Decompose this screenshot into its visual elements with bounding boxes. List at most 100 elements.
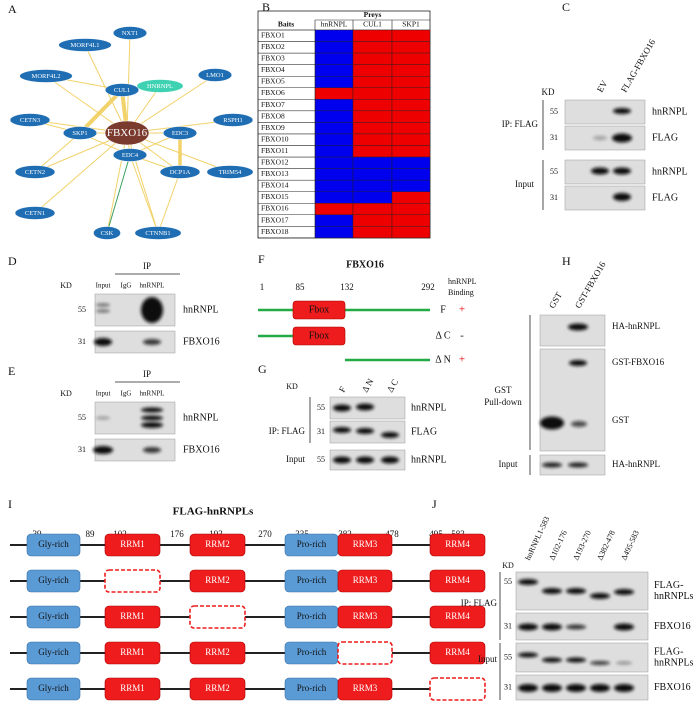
band <box>614 684 634 692</box>
network-node <box>93 226 121 240</box>
table-cell <box>314 203 354 216</box>
construct-label: F <box>440 304 446 315</box>
label: FLAG <box>411 426 437 437</box>
table-cell <box>314 191 354 204</box>
row-label: FBXO7 <box>261 100 285 109</box>
label: 31 <box>504 621 512 630</box>
label: 31 <box>78 445 86 454</box>
table-cell <box>352 99 393 112</box>
band <box>141 297 163 323</box>
lane-label: hnRNPL1-583 <box>523 515 551 562</box>
band <box>333 404 351 412</box>
panel-letter: C <box>562 0 570 14</box>
row-label: FBXO10 <box>261 134 289 143</box>
row-label: FBXO11 <box>261 146 288 155</box>
label: hnRNPL <box>448 277 477 286</box>
network-node <box>136 79 184 93</box>
domain-label: Gly-rich <box>38 683 69 693</box>
label: Binding <box>448 288 474 297</box>
domain-label: RRM2 <box>205 575 230 585</box>
column-header: hnRNPL <box>321 20 348 29</box>
label: 85 <box>296 282 306 292</box>
node-label: RSPH1 <box>223 117 243 124</box>
table-cell <box>314 110 354 123</box>
label: GST <box>612 415 630 425</box>
node-label: TRIM54 <box>219 169 243 176</box>
row-label: FBXO3 <box>261 54 285 63</box>
network-node <box>212 113 254 127</box>
domain-box <box>104 677 161 701</box>
label: 55 <box>504 577 512 586</box>
label: FBXO16 <box>654 682 691 693</box>
band <box>518 652 538 658</box>
table-cell <box>391 133 431 146</box>
label: 89 <box>86 529 96 539</box>
lane-label: Δ193-270 <box>571 529 593 562</box>
band <box>542 623 562 631</box>
table-cell <box>314 214 354 227</box>
table-cell <box>391 179 431 192</box>
network-node <box>162 126 198 140</box>
row-label: FBXO13 <box>261 169 289 178</box>
domain-label: Pro-rich <box>297 683 327 693</box>
row-label: FBXO6 <box>261 88 285 97</box>
band <box>593 136 607 140</box>
construct-label: Δ N <box>435 354 451 365</box>
row-label: FBXO17 <box>261 215 289 224</box>
label: IP <box>143 261 151 271</box>
table-cell <box>314 122 354 135</box>
network-node <box>19 69 73 83</box>
table-cell <box>352 87 393 100</box>
label: 55 <box>78 305 86 314</box>
label: 478 <box>385 529 399 539</box>
table-cell <box>314 99 354 112</box>
lane-label: hnRNPL <box>140 282 165 290</box>
network-node <box>14 206 56 220</box>
domain-box <box>26 569 81 593</box>
table-cell <box>314 133 354 146</box>
network-edge <box>157 171 181 234</box>
domain-label: RRM4 <box>445 575 470 585</box>
table-cell <box>352 52 393 65</box>
panel-title: FBXO16 <box>346 259 384 270</box>
domain-label: RRM3 <box>353 611 378 621</box>
domain-label: RRM2 <box>205 539 230 549</box>
label: hnRNPL <box>652 166 688 177</box>
domain-label: RRM3 <box>353 539 378 549</box>
network-edge <box>126 74 216 134</box>
node-label: MORF4L1 <box>71 42 100 49</box>
label: Input <box>515 179 534 189</box>
label: IP: FLAG <box>502 119 539 129</box>
table-cell <box>391 99 431 112</box>
panel-letter: B <box>262 0 270 14</box>
label: 292 <box>421 282 435 292</box>
table-cell <box>257 226 316 239</box>
table-cell <box>352 75 393 88</box>
panel-letter: F <box>258 252 265 266</box>
table-cell <box>352 110 393 123</box>
table-cell <box>314 52 354 65</box>
label: 31 <box>550 193 558 202</box>
domain-label: RRM1 <box>120 611 145 621</box>
binding-result: - <box>460 330 464 342</box>
table-cell <box>314 64 354 77</box>
network-node <box>104 120 150 146</box>
network-node <box>104 83 140 97</box>
table-cell <box>391 75 431 88</box>
node-label: EDC4 <box>122 152 139 159</box>
node-label: CTNNB1 <box>145 230 170 237</box>
label: KD <box>60 389 72 398</box>
lane-label: IgG <box>121 390 132 398</box>
label: HA-hnRNPL <box>612 459 660 469</box>
label: Input <box>478 654 497 664</box>
table-header: Preys <box>364 10 382 19</box>
network-node <box>112 26 148 40</box>
label: 176 <box>170 529 184 539</box>
lane-label: Input <box>96 390 111 398</box>
panel-letter: E <box>8 364 15 378</box>
row-label: FBXO8 <box>261 111 285 120</box>
node-label: CETN1 <box>25 210 45 217</box>
domain-box <box>429 533 486 557</box>
domain-box <box>429 641 486 665</box>
band <box>94 338 112 346</box>
